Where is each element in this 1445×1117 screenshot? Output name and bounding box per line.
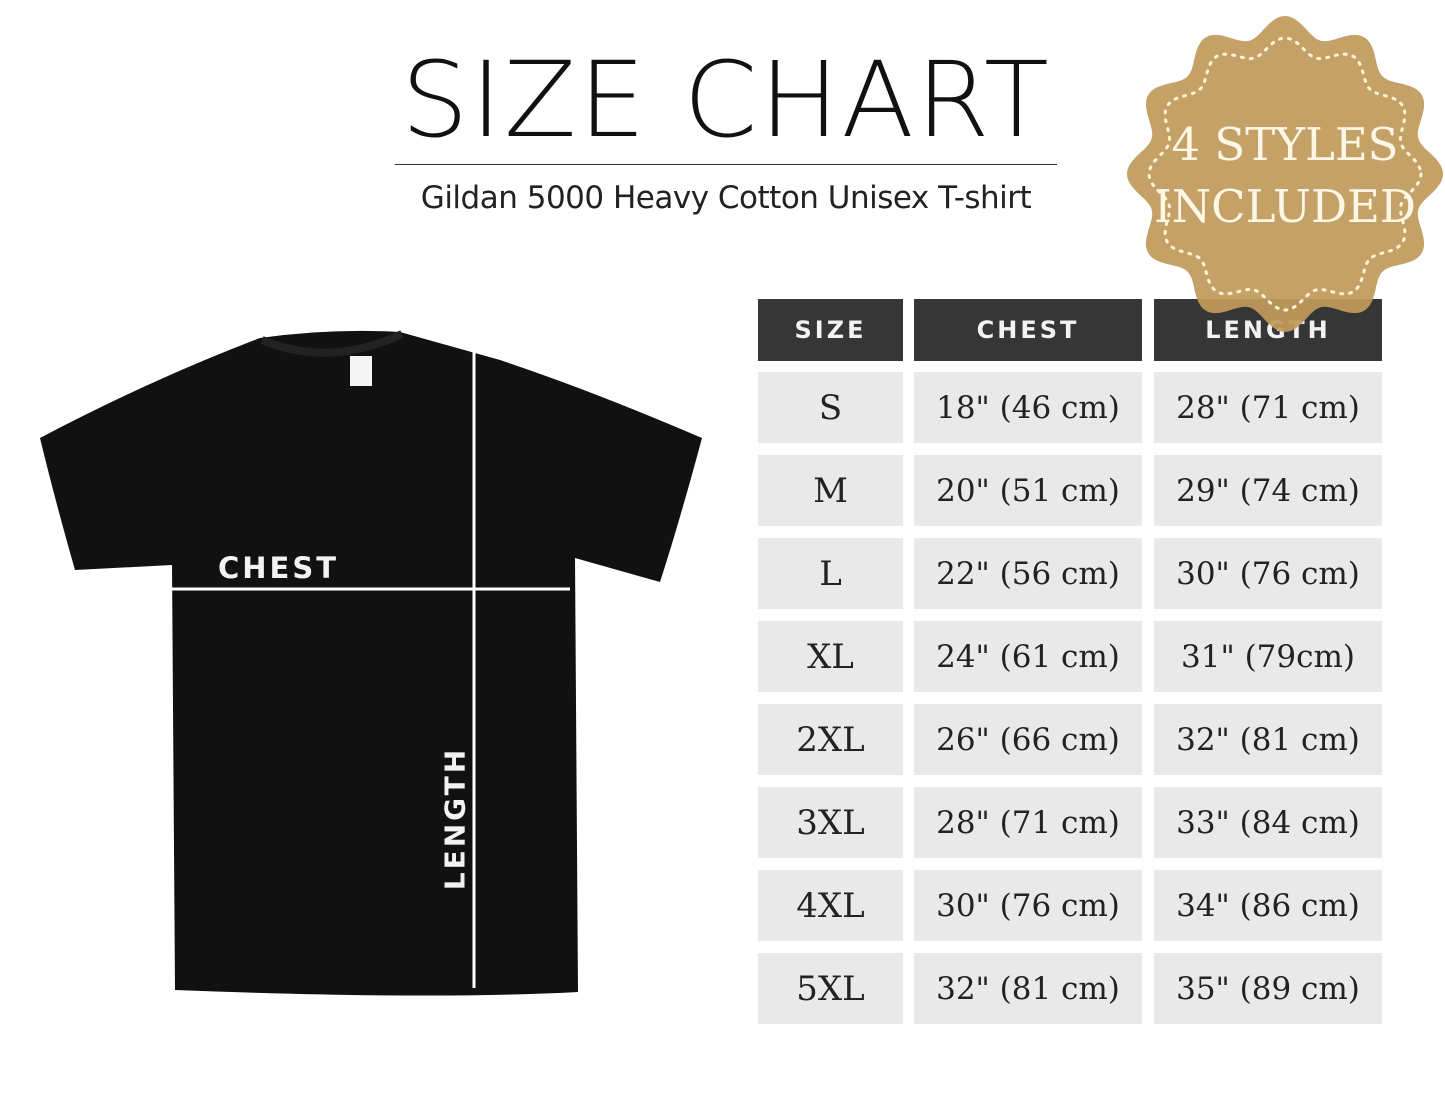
chest-label: CHEST: [218, 551, 340, 585]
tshirt-diagram: [40, 330, 702, 996]
cell-size: S: [758, 372, 903, 443]
badge-shape: [1127, 16, 1443, 332]
cell-length: 35" (89 cm): [1154, 953, 1382, 1024]
cell-chest: 26" (66 cm): [914, 704, 1142, 775]
cell-chest: 32" (81 cm): [914, 953, 1142, 1024]
cell-length: 29" (74 cm): [1154, 455, 1382, 526]
cell-size: L: [758, 538, 903, 609]
badge-dotted-border: [1147, 36, 1423, 312]
cell-size: 5XL: [758, 953, 903, 1024]
header-chest: CHEST: [914, 299, 1142, 361]
cell-size: 3XL: [758, 787, 903, 858]
cell-chest: 18" (46 cm): [914, 372, 1142, 443]
cell-chest: 28" (71 cm): [914, 787, 1142, 858]
cell-chest: 20" (51 cm): [914, 455, 1142, 526]
collar: [260, 330, 404, 357]
badge-line-2: INCLUDED: [1154, 180, 1416, 233]
cell-chest: 30" (76 cm): [914, 870, 1142, 941]
cell-length: 34" (86 cm): [1154, 870, 1382, 941]
cell-length: 33" (84 cm): [1154, 787, 1382, 858]
length-label: LENGTH: [438, 746, 472, 891]
page-title: SIZE CHART: [401, 39, 1051, 161]
styles-badge: [1127, 16, 1443, 332]
cell-size: 2XL: [758, 704, 903, 775]
badge-line-1: 4 STYLES: [1171, 118, 1399, 171]
tshirt-shape: [40, 330, 702, 996]
cell-chest: 22" (56 cm): [914, 538, 1142, 609]
cell-chest: 24" (61 cm): [914, 621, 1142, 692]
page-subtitle: Gildan 5000 Heavy Cotton Unisex T-shirt: [420, 180, 1032, 216]
cell-length: 30" (76 cm): [1154, 538, 1382, 609]
cell-size: XL: [758, 621, 903, 692]
title-divider: [395, 164, 1057, 165]
header-size: SIZE: [758, 299, 903, 361]
cell-length: 28" (71 cm): [1154, 372, 1382, 443]
cell-size: M: [758, 455, 903, 526]
cell-length: 31" (79cm): [1154, 621, 1382, 692]
tag: [350, 356, 372, 386]
cell-size: 4XL: [758, 870, 903, 941]
cell-length: 32" (81 cm): [1154, 704, 1382, 775]
